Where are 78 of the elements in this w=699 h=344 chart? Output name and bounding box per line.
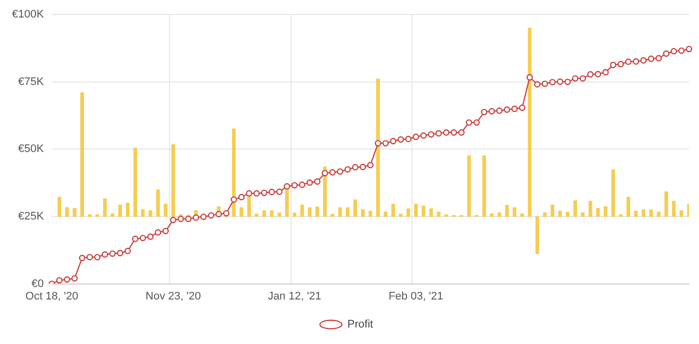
bar (346, 207, 350, 217)
bar (58, 196, 62, 217)
x-tick-label: Nov 23, '20 (146, 290, 201, 302)
bar (88, 214, 92, 217)
bar (360, 209, 365, 217)
bar (80, 92, 84, 217)
bar (118, 204, 122, 217)
bar (148, 210, 152, 217)
bar (588, 200, 592, 217)
y-tick-label: €25K (18, 210, 44, 223)
bar (520, 213, 524, 217)
bar (278, 212, 282, 217)
x-tick-label: Feb 03, '21 (388, 290, 444, 302)
bar (656, 212, 660, 217)
bar (573, 200, 578, 217)
y-tick-label: €0 (32, 278, 44, 290)
bar (604, 206, 608, 217)
bar (110, 213, 114, 217)
bar (103, 198, 107, 217)
bar (634, 210, 638, 217)
bar (315, 206, 320, 217)
bar (72, 208, 76, 217)
bar (444, 214, 448, 217)
bar (406, 208, 410, 217)
bar (566, 212, 570, 217)
bar (482, 155, 486, 217)
bar (580, 212, 585, 217)
bar (384, 212, 388, 217)
bar (422, 206, 426, 217)
bar (680, 210, 684, 217)
bar (141, 209, 145, 217)
bar (262, 210, 266, 217)
bar (642, 209, 646, 217)
bar (558, 210, 562, 217)
bar (528, 28, 532, 217)
bar (156, 190, 160, 217)
bar (611, 169, 615, 217)
bar (300, 204, 304, 217)
bar (292, 212, 296, 217)
x-tick-label: Jan 12, '21 (268, 290, 322, 302)
bar (490, 213, 494, 217)
bar (535, 216, 540, 254)
bar (398, 214, 403, 217)
bar (353, 199, 358, 217)
bar (95, 214, 100, 217)
bar (368, 210, 372, 217)
y-tick-label: €100K (12, 8, 44, 21)
y-tick-label: €50K (18, 143, 44, 156)
bar (164, 204, 168, 217)
bar (550, 204, 554, 217)
bar (133, 148, 138, 217)
legend-label: Profit (347, 318, 374, 331)
bar (65, 207, 69, 217)
bar (664, 191, 668, 217)
bar (596, 208, 600, 217)
bar (330, 214, 334, 217)
bar (505, 204, 509, 217)
bar (254, 214, 258, 217)
bar (672, 200, 676, 217)
bar (391, 204, 395, 217)
bar (338, 207, 342, 217)
bar (543, 212, 547, 217)
bar (467, 155, 471, 217)
bar (414, 204, 418, 217)
y-tick-label: €75K (18, 76, 44, 88)
bar (429, 208, 433, 217)
x-tick-label: Oct 18, '20 (25, 290, 78, 302)
bar (618, 214, 623, 217)
bar (126, 202, 130, 217)
bar (649, 209, 653, 217)
bar (626, 196, 630, 217)
bar (308, 207, 312, 217)
bar (240, 207, 244, 217)
bar (436, 212, 441, 217)
bar (376, 78, 380, 217)
bar (270, 210, 274, 217)
bar (498, 212, 502, 217)
bar (512, 207, 516, 217)
